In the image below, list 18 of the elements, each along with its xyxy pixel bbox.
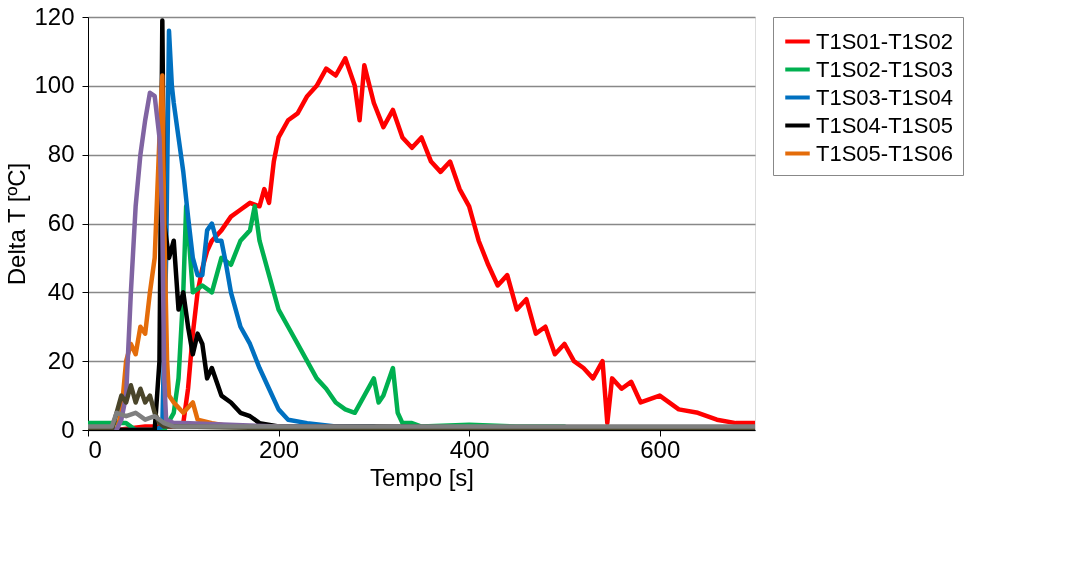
y-tick-label: 60 (47, 209, 75, 236)
y-tick-label: 100 (34, 71, 75, 99)
y-axis-title: Delta T [ºC] (3, 162, 31, 286)
x-tick-label: 600 (640, 435, 681, 463)
y-tick-label: 40 (47, 277, 75, 305)
x-tick-label: 400 (449, 435, 490, 463)
y-tick-label: 0 (61, 415, 75, 443)
legend-label: T1S01-T1S02 (816, 28, 953, 54)
x-axis-title: Tempo [s] (369, 463, 475, 491)
y-tick-label: 20 (47, 346, 75, 374)
legend-label: T1S03-T1S04 (816, 84, 953, 110)
x-tick-label: 0 (88, 435, 102, 463)
y-tick-label: 120 (34, 2, 75, 30)
y-tick-label: 80 (47, 140, 75, 168)
legend-label: T1S04-T1S05 (816, 112, 953, 138)
x-tick-label: 200 (259, 435, 300, 463)
legend-label: T1S02-T1S03 (816, 56, 953, 82)
legend-label: T1S05-T1S06 (816, 140, 953, 166)
